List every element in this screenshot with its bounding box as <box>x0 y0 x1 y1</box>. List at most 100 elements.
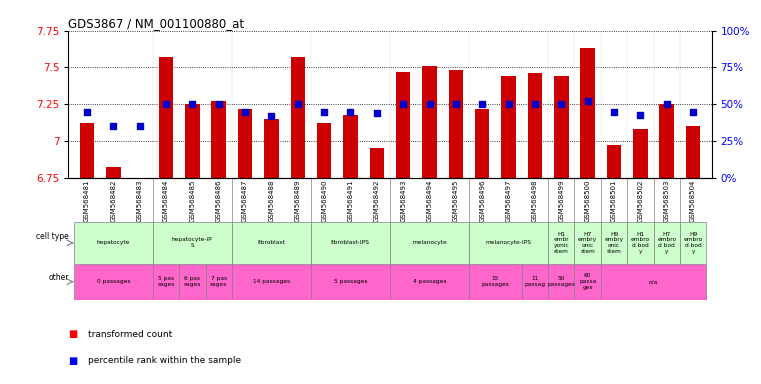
Text: ■: ■ <box>68 356 78 366</box>
Bar <box>601 222 627 264</box>
Bar <box>74 222 153 264</box>
Bar <box>153 264 179 300</box>
Bar <box>370 148 384 178</box>
Bar <box>212 101 226 178</box>
Bar <box>548 222 575 264</box>
Bar <box>396 72 410 178</box>
Text: H9
embro
d bod
y: H9 embro d bod y <box>683 232 702 254</box>
Point <box>661 101 673 107</box>
Bar <box>601 264 706 300</box>
Text: GSM568495: GSM568495 <box>453 180 459 222</box>
Bar <box>317 123 331 178</box>
Bar <box>264 119 279 178</box>
Text: 5 passages: 5 passages <box>334 279 368 284</box>
Text: 50
passages: 50 passages <box>547 276 575 287</box>
Point <box>107 123 119 129</box>
Bar <box>179 264 205 300</box>
Point <box>450 101 462 107</box>
Text: GSM568499: GSM568499 <box>559 180 565 222</box>
Text: GSM568489: GSM568489 <box>295 180 301 222</box>
Text: H7
embro
d bod
y: H7 embro d bod y <box>658 232 677 254</box>
Bar <box>343 114 358 178</box>
Point <box>134 123 146 129</box>
Point <box>634 111 646 118</box>
Bar <box>654 222 680 264</box>
Point <box>556 101 568 107</box>
Point <box>81 109 93 115</box>
Text: GSM568490: GSM568490 <box>321 180 327 222</box>
Bar <box>106 167 120 178</box>
Text: GSM568496: GSM568496 <box>479 180 486 222</box>
Point <box>345 109 357 115</box>
Bar <box>575 264 601 300</box>
Text: H1
embr
yonic
stem: H1 embr yonic stem <box>553 232 569 254</box>
Text: GSM568484: GSM568484 <box>163 180 169 222</box>
Text: GSM568491: GSM568491 <box>348 180 353 222</box>
Bar <box>74 264 153 300</box>
Point <box>687 109 699 115</box>
Bar <box>232 264 311 300</box>
Text: transformed count: transformed count <box>88 329 172 339</box>
Text: 5 pas
sages: 5 pas sages <box>158 276 175 287</box>
Text: melanocyte-IPS: melanocyte-IPS <box>486 240 532 245</box>
Text: other: other <box>49 273 69 282</box>
Bar <box>153 222 232 264</box>
Bar <box>185 104 199 178</box>
Text: GSM568486: GSM568486 <box>215 180 221 222</box>
Text: 0 passages: 0 passages <box>97 279 130 284</box>
Text: GSM568485: GSM568485 <box>189 180 196 222</box>
Text: GSM568487: GSM568487 <box>242 180 248 222</box>
Text: fibroblast: fibroblast <box>257 240 285 245</box>
Text: H9
embry
onic
stem: H9 embry onic stem <box>604 232 623 254</box>
Text: cell type: cell type <box>37 232 69 241</box>
Point <box>397 101 409 107</box>
Bar <box>311 222 390 264</box>
Bar <box>80 123 94 178</box>
Text: 14 passages: 14 passages <box>253 279 290 284</box>
Bar <box>680 222 706 264</box>
Text: H7
embry
onic
stem: H7 embry onic stem <box>578 232 597 254</box>
Point <box>186 101 199 107</box>
Bar <box>686 126 700 178</box>
Bar <box>390 222 469 264</box>
Point <box>581 98 594 104</box>
Point <box>502 101 514 107</box>
Text: melanocyte: melanocyte <box>412 240 447 245</box>
Text: 6 pas
sages: 6 pas sages <box>183 276 201 287</box>
Text: percentile rank within the sample: percentile rank within the sample <box>88 356 240 366</box>
Point <box>239 109 251 115</box>
Point <box>529 101 541 107</box>
Bar <box>422 66 437 178</box>
Bar <box>469 264 522 300</box>
Text: GDS3867 / NM_001100880_at: GDS3867 / NM_001100880_at <box>68 17 244 30</box>
Point <box>423 101 435 107</box>
Text: GSM568481: GSM568481 <box>84 180 90 222</box>
Text: 15
passages: 15 passages <box>482 276 509 287</box>
Bar <box>633 129 648 178</box>
Point <box>318 109 330 115</box>
Point <box>608 109 620 115</box>
Bar <box>390 264 469 300</box>
Bar <box>475 109 489 178</box>
Bar <box>627 222 654 264</box>
Text: GSM568482: GSM568482 <box>110 180 116 222</box>
Text: GSM568483: GSM568483 <box>137 180 142 222</box>
Point <box>371 110 383 116</box>
Point <box>212 101 224 107</box>
Point <box>476 101 489 107</box>
Bar <box>607 146 621 178</box>
Text: GSM568497: GSM568497 <box>505 180 511 222</box>
Text: H1
embro
d bod
y: H1 embro d bod y <box>631 232 650 254</box>
Text: ■: ■ <box>68 329 78 339</box>
Bar <box>554 76 568 178</box>
Text: 4 passages: 4 passages <box>412 279 446 284</box>
Bar <box>575 222 601 264</box>
Text: GSM568504: GSM568504 <box>690 180 696 222</box>
Text: fibroblast-IPS: fibroblast-IPS <box>331 240 370 245</box>
Bar <box>501 76 516 178</box>
Text: GSM568488: GSM568488 <box>269 180 275 222</box>
Text: hepatocyte: hepatocyte <box>97 240 130 245</box>
Bar <box>132 178 147 180</box>
Bar <box>205 264 232 300</box>
Bar <box>311 264 390 300</box>
